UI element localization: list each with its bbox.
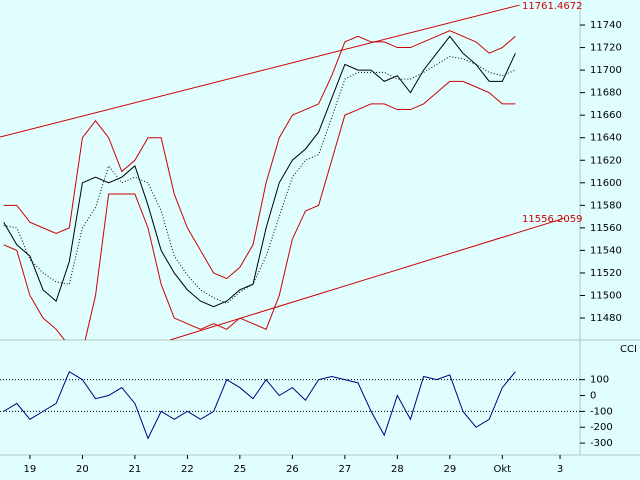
x-tick-label: 21 <box>129 464 142 475</box>
x-tick-label: 25 <box>234 464 247 475</box>
cci-plot <box>0 370 580 440</box>
y-tick-label: -100 <box>590 406 613 417</box>
x-tick-label: 28 <box>391 464 404 475</box>
axes: 11480 11500 11520 11540 11560 11580 11600 11620… <box>24 1 637 475</box>
y-tick-label: 11540 <box>590 245 622 256</box>
y-tick-label: 11680 <box>590 88 622 99</box>
channel-label: 11761.4672 <box>522 1 582 12</box>
y-tick-label: 11720 <box>590 43 622 54</box>
channel-label: 11556.2059 <box>522 214 582 225</box>
channel-line <box>0 4 520 138</box>
x-tick-label: 20 <box>76 464 89 475</box>
x-tick-label: 22 <box>181 464 194 475</box>
y-tick-label: 11500 <box>590 290 622 301</box>
series-name: CCI <box>620 344 637 355</box>
series-line <box>3 370 516 440</box>
y-tick-label: 11600 <box>590 178 622 189</box>
series-line <box>3 80 516 340</box>
y-tick-label: -300 <box>590 438 613 449</box>
price-plot <box>0 4 565 340</box>
y-tick-label: 11560 <box>590 223 622 234</box>
x-tick-label: 19 <box>24 464 37 475</box>
x-tick-label: 29 <box>443 464 456 475</box>
series-line <box>3 30 516 280</box>
y-tick-label: 11520 <box>590 268 622 279</box>
series-line <box>3 35 516 308</box>
x-tick-label: 27 <box>338 464 351 475</box>
y-tick-label: 11640 <box>590 133 622 144</box>
y-tick-label: 0 <box>590 391 596 402</box>
x-tick-label: Okt <box>494 464 512 475</box>
y-tick-label: -200 <box>590 422 613 433</box>
y-tick-label: 100 <box>590 375 609 386</box>
y-tick-label: 11740 <box>590 20 622 31</box>
series-line <box>3 56 516 304</box>
y-tick-label: 11620 <box>590 155 622 166</box>
x-tick-label: 3 <box>557 464 563 475</box>
x-tick-label: 26 <box>286 464 299 475</box>
channel-line <box>169 217 565 340</box>
y-tick-label: 11480 <box>590 313 622 324</box>
y-tick-label: 11580 <box>590 200 622 211</box>
y-tick-label: 11700 <box>590 65 622 76</box>
y-tick-label: 11660 <box>590 110 622 121</box>
